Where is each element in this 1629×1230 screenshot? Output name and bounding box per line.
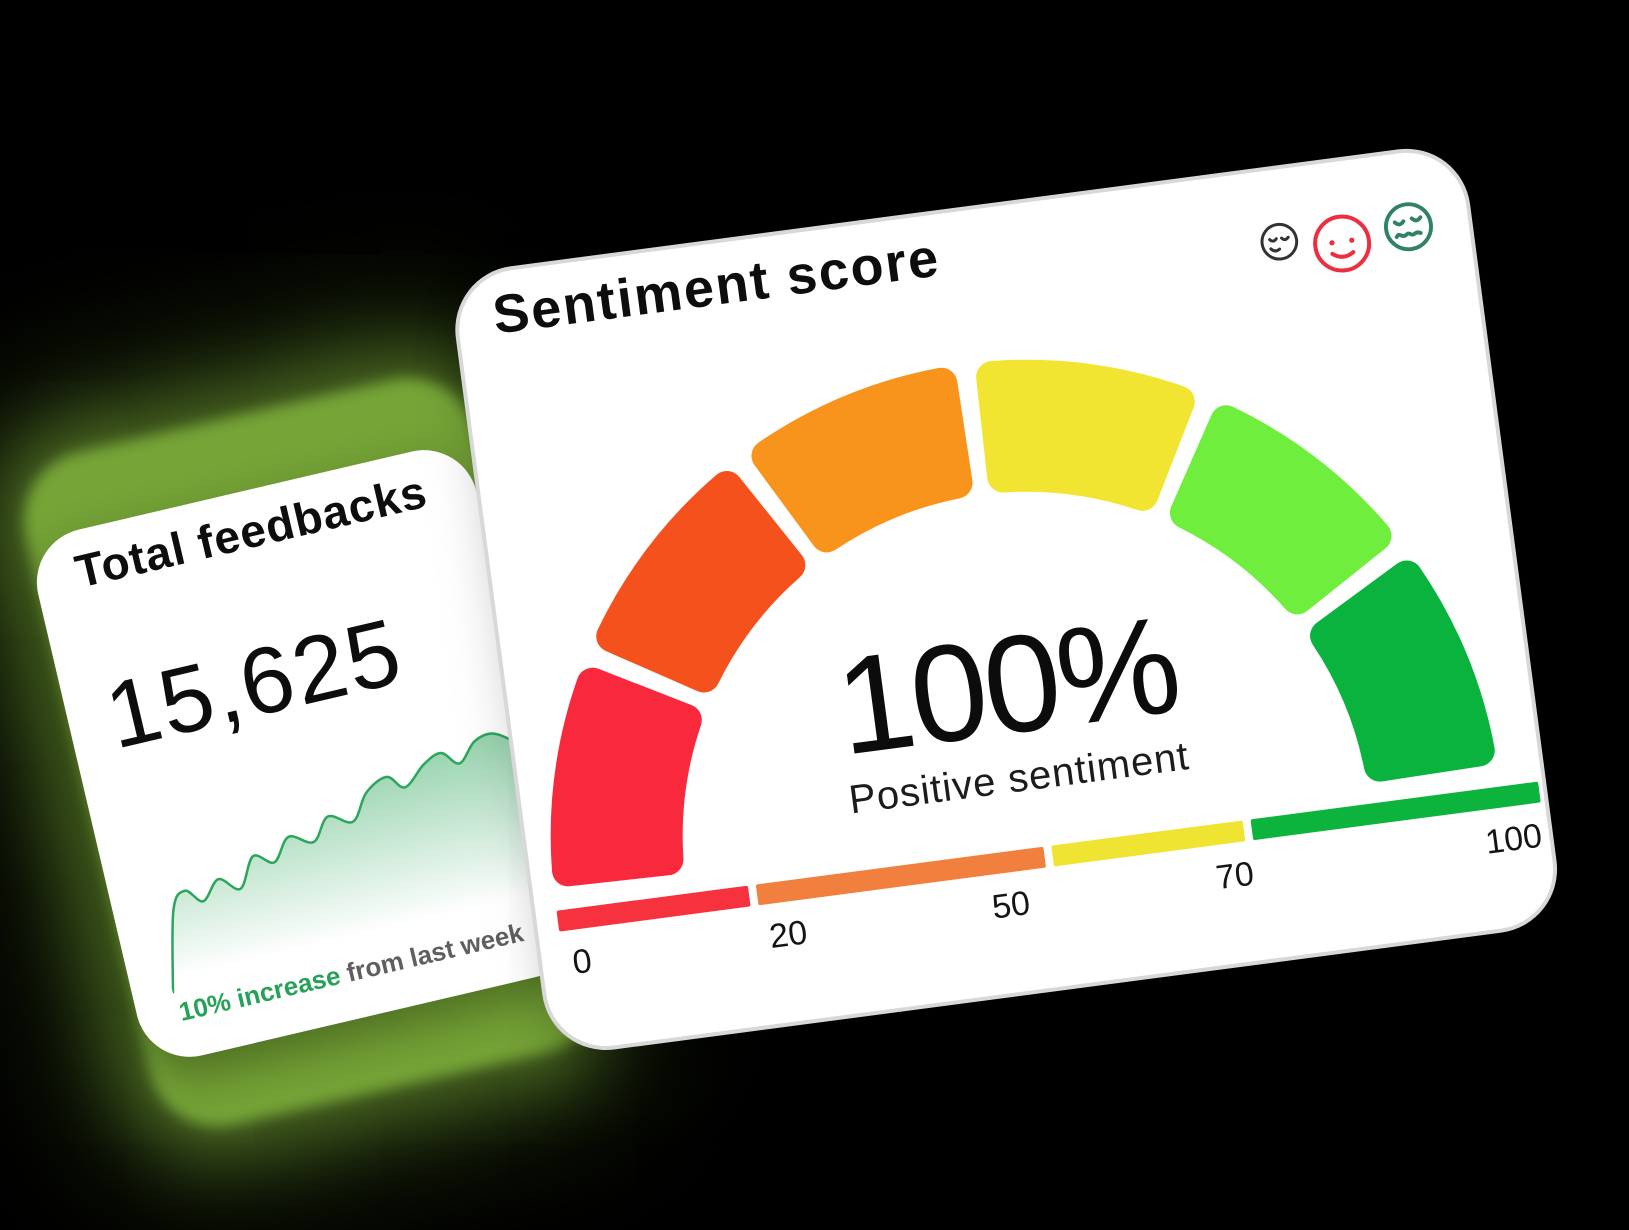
gauge-segment — [751, 367, 973, 553]
gauge-segment — [596, 471, 806, 693]
sentiment-score-card: Sentiment score 100% Pos — [452, 145, 1561, 1054]
gauge-segment — [1169, 405, 1392, 615]
gauge-segment — [550, 667, 702, 887]
axis-tick-label: 20 — [767, 913, 810, 957]
uneasy-face-icon — [1384, 202, 1433, 252]
gauge-segment — [976, 359, 1195, 511]
trend-line — [171, 732, 515, 994]
sentiment-face-icons — [1257, 200, 1439, 282]
gauge-segment — [1310, 560, 1495, 782]
axis-tick-label: 50 — [989, 884, 1033, 927]
sentiment-gauge — [550, 359, 1495, 887]
smiling-face-icon — [1313, 214, 1372, 273]
axis-tick-label: 0 — [570, 941, 595, 982]
area-fill — [172, 733, 554, 999]
feedbacks-count-value: 15,625 — [96, 597, 412, 769]
feedbacks-area-chart — [171, 732, 554, 999]
axis-tick-label: 70 — [1213, 854, 1257, 898]
relaxed-face-icon — [1260, 222, 1299, 261]
axis-tick-label: 100 — [1483, 816, 1545, 862]
total-feedbacks-card: Total feedbacks 15,625 10% increase from… — [26, 439, 588, 1068]
